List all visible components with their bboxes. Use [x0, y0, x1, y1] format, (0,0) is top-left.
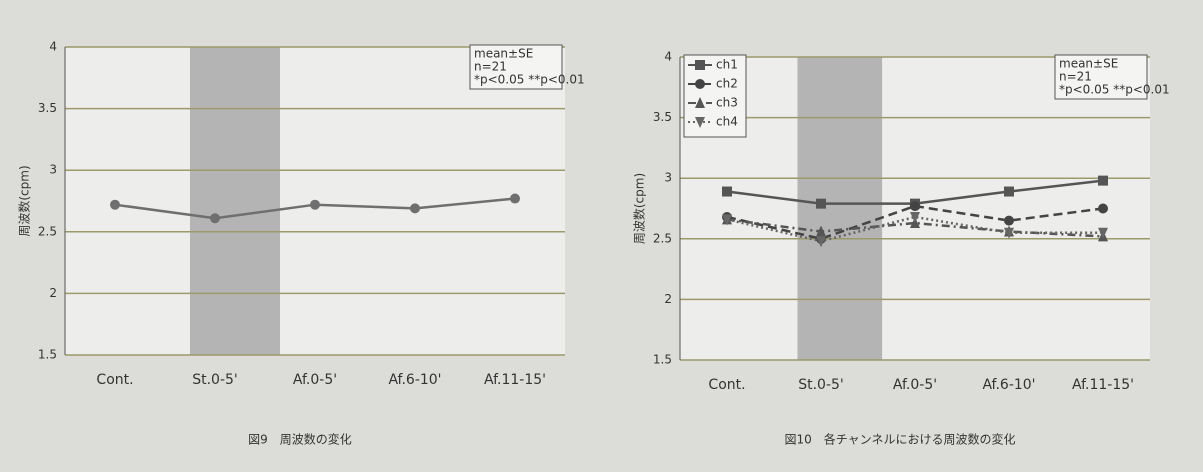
annotation: mean±SE — [474, 47, 533, 61]
annotation: n=21 — [1059, 70, 1092, 84]
x-tick-label: St.0-5' — [798, 377, 844, 393]
y-axis-label: 周波数(cpm) — [632, 173, 647, 244]
marker — [110, 199, 120, 210]
annotation: *p<0.05 **p<0.01 — [474, 73, 585, 87]
annotation-box — [1054, 54, 1148, 100]
legend-label: ch3 — [716, 96, 738, 110]
annotation: n=21 — [474, 60, 507, 74]
y-tick-label: 2 — [49, 286, 57, 300]
highlight-band — [797, 57, 883, 360]
x-tick-label: Cont. — [96, 372, 133, 388]
marker — [695, 60, 705, 70]
y-axis-label: 周波数(cpm) — [17, 165, 32, 236]
y-tick-label: 2.5 — [38, 224, 57, 238]
x-tick-label: Af.6-10' — [388, 372, 441, 388]
marker — [816, 225, 826, 237]
legend-label: ch2 — [716, 77, 738, 91]
y-tick-label: 3.5 — [38, 101, 57, 115]
x-tick-label: St.0-5' — [192, 372, 238, 388]
x-tick-label: Af.0-5' — [293, 372, 337, 388]
marker — [816, 236, 826, 248]
marker — [910, 201, 920, 212]
chart-title: 図9 周波数の変化 — [248, 432, 352, 447]
marker — [695, 79, 705, 89]
x-tick-label: Af.11-15' — [1072, 377, 1134, 393]
marker — [695, 97, 705, 108]
annotation-box — [469, 44, 563, 90]
x-tick-label: Cont. — [708, 377, 745, 393]
x-tick-label: Af.0-5' — [893, 377, 937, 393]
legend-label: ch1 — [716, 58, 738, 72]
y-tick-label: 1.5 — [38, 348, 57, 362]
legend-label: ch4 — [716, 115, 738, 129]
y-tick-label: 2 — [664, 292, 672, 306]
marker — [1004, 227, 1014, 239]
marker — [1004, 186, 1014, 197]
highlight-band — [190, 47, 280, 355]
legend-box — [683, 54, 747, 138]
marker — [1098, 203, 1108, 214]
marker — [310, 199, 320, 210]
marker — [1098, 175, 1108, 186]
annotation: *p<0.05 **p<0.01 — [1059, 83, 1170, 97]
series-line — [726, 215, 1103, 243]
annotation: mean±SE — [1059, 57, 1118, 71]
marker — [816, 198, 826, 209]
marker — [1098, 227, 1108, 239]
x-tick-label: Af.6-10' — [982, 377, 1035, 393]
marker — [510, 193, 520, 204]
marker — [910, 211, 920, 223]
marker — [1004, 215, 1014, 226]
x-tick-label: Af.11-15' — [484, 372, 546, 388]
marker — [722, 186, 732, 197]
marker — [210, 213, 220, 224]
marker — [410, 203, 420, 214]
y-tick-label: 3 — [49, 163, 57, 177]
chart-title: 図10 各チャンネルにおける周波数の変化 — [785, 432, 1016, 447]
marker — [722, 214, 732, 226]
y-tick-label: 3 — [664, 171, 672, 185]
y-tick-label: 2.5 — [653, 231, 672, 245]
y-tick-label: 3.5 — [653, 110, 672, 124]
y-tick-label: 4 — [664, 50, 672, 64]
marker — [695, 117, 705, 128]
y-tick-label: 4 — [49, 40, 57, 54]
y-tick-label: 1.5 — [653, 353, 672, 367]
